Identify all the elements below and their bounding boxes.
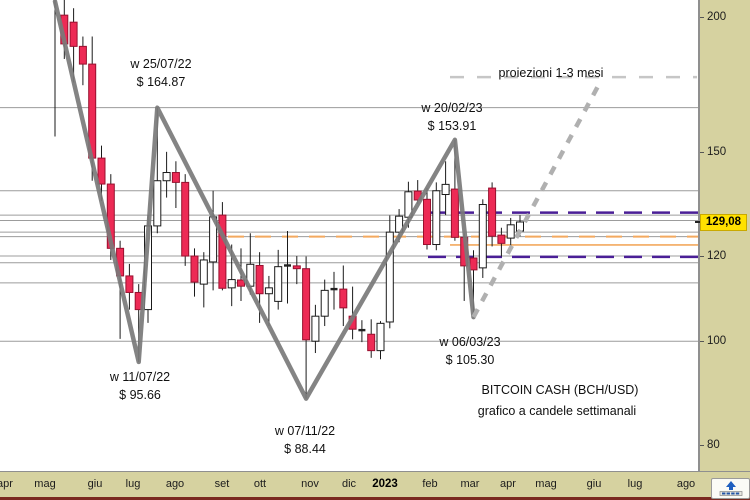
last-price-badge: 129,08 <box>700 213 747 231</box>
x-axis-label: mag <box>535 478 557 490</box>
candle-down <box>181 181 190 257</box>
candle-down <box>423 198 431 246</box>
candle-down <box>469 257 478 271</box>
y-axis-label: 100 <box>707 335 727 348</box>
candle-up <box>320 289 329 317</box>
y-axis-tick <box>700 17 704 19</box>
candle-down <box>190 255 199 283</box>
x-axis-label: mar <box>460 478 480 490</box>
candle-down <box>69 21 78 47</box>
candle-down <box>367 333 376 352</box>
y-axis-tick <box>700 151 704 153</box>
candle-down <box>488 187 497 237</box>
x-axis-label: ago <box>676 478 696 490</box>
chart-annotation: w 20/02/23 $ 153.91 <box>421 101 483 133</box>
candle-up <box>199 259 208 285</box>
x-axis-label: ago <box>165 478 185 490</box>
x-axis-label: 2023 <box>372 478 398 490</box>
candle-up <box>162 172 171 182</box>
candle-up <box>441 183 450 196</box>
time-axis-band <box>0 471 750 500</box>
y-axis-label: 200 <box>707 11 727 24</box>
candle-down <box>237 279 245 287</box>
candles-layer <box>54 0 524 399</box>
candle-down <box>218 214 227 289</box>
candle-down <box>255 264 264 295</box>
y-axis-tick <box>700 445 704 447</box>
chart-annotation: BITCOIN CASH (BCH/USD) <box>481 383 639 397</box>
candle-down <box>358 328 366 332</box>
candle-down <box>302 268 311 341</box>
blue-up-arrow-icon <box>719 481 742 496</box>
candle-up <box>432 190 441 246</box>
dock-panel-button[interactable] <box>711 478 750 499</box>
x-axis-label: apr <box>0 478 13 490</box>
x-axis-label: feb <box>422 478 438 490</box>
x-axis-label: lug <box>125 478 141 490</box>
candle-up <box>395 215 404 233</box>
y-axis-tick <box>700 256 704 258</box>
x-axis-label: ott <box>253 478 267 490</box>
candle-up <box>311 315 320 342</box>
y-axis-tick <box>700 341 704 343</box>
x-axis-label: mag <box>34 478 56 490</box>
x-axis-label: giu <box>586 478 602 490</box>
plot-area <box>0 0 699 401</box>
candle-down <box>339 288 348 309</box>
candle-up <box>284 264 291 267</box>
chart-annotation: w 07/11/22 $ 88.44 <box>274 424 336 456</box>
candle-down <box>450 188 459 238</box>
candle-down <box>292 265 301 270</box>
projection-dashed-line <box>471 81 602 319</box>
chart-annotation: w 11/07/22 $ 95.66 <box>109 370 171 402</box>
price-axis-band <box>699 0 750 500</box>
candle-up <box>227 279 236 289</box>
candle-up <box>478 204 487 269</box>
chart-annotation: proiezioni 1-3 mesi <box>498 66 604 80</box>
candle-down <box>97 157 106 185</box>
candle-down <box>78 45 87 65</box>
candle-up <box>264 287 273 295</box>
x-axis-label: apr <box>500 478 516 490</box>
candle-down <box>171 172 180 183</box>
x-axis-label: dic <box>341 478 357 490</box>
candle-up <box>153 180 162 227</box>
y-axis-label: 80 <box>707 439 720 452</box>
x-axis-label: nov <box>301 478 319 490</box>
candle-up <box>385 231 394 323</box>
candle-up <box>330 287 338 291</box>
y-axis-label: 120 <box>707 250 727 263</box>
zigzag-swing-line <box>52 0 476 401</box>
candle-down <box>497 234 506 244</box>
x-axis-label: giu <box>87 478 103 490</box>
candle-up <box>376 322 385 352</box>
x-axis-label: set <box>214 478 230 490</box>
chart-annotation: w 25/07/22 $ 164.87 <box>130 57 192 89</box>
chart-annotation: w 06/03/23 $ 105.30 <box>439 335 501 367</box>
x-axis-label: lug <box>627 478 643 490</box>
candle-up <box>274 266 283 302</box>
y-axis-label: 150 <box>707 145 727 158</box>
candle-down <box>125 275 134 293</box>
chart-annotation: grafico a candele settimanali <box>477 404 637 418</box>
last-price-tick <box>695 220 700 223</box>
candle-up <box>506 224 515 239</box>
